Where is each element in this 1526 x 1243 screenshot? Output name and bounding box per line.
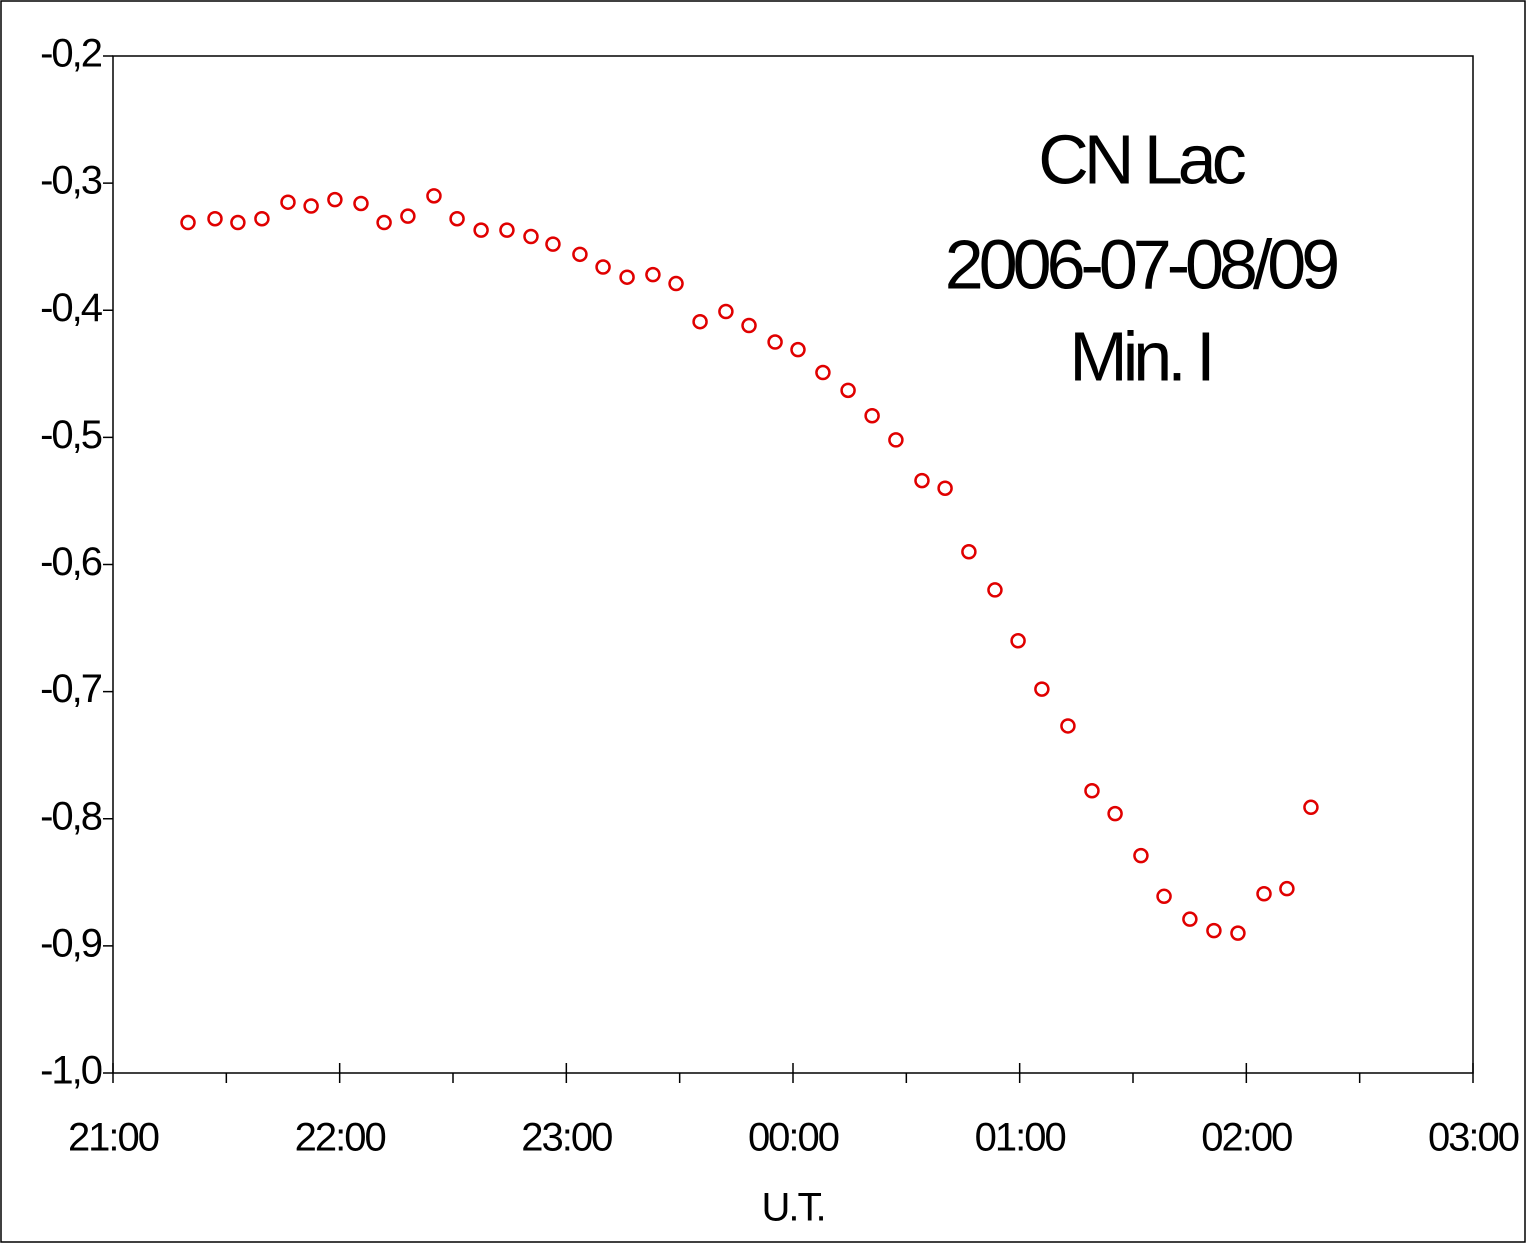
y-tick-label: -0,5 bbox=[40, 413, 102, 457]
data-point bbox=[1084, 783, 1100, 799]
data-point bbox=[767, 334, 783, 350]
data-point bbox=[180, 214, 196, 231]
x-tick-label: 02:00 bbox=[1201, 1116, 1292, 1160]
y-tick-label: -0,4 bbox=[40, 286, 103, 330]
y-tick-label: -0,6 bbox=[40, 540, 102, 584]
data-point bbox=[376, 214, 392, 231]
data-point bbox=[1182, 911, 1198, 927]
data-point bbox=[692, 313, 708, 330]
y-tick-label: -0,3 bbox=[40, 159, 102, 203]
data-point bbox=[619, 269, 635, 285]
data-point bbox=[1133, 847, 1149, 864]
data-point bbox=[1303, 799, 1319, 816]
data-point bbox=[499, 222, 515, 238]
data-point bbox=[303, 198, 319, 214]
x-tick-label: 00:00 bbox=[748, 1116, 839, 1160]
x-axis-label: U.T. bbox=[761, 1186, 824, 1230]
data-point bbox=[426, 188, 442, 204]
x-tick-label: 01:00 bbox=[975, 1116, 1066, 1160]
data-point bbox=[1107, 805, 1123, 822]
data-point bbox=[1279, 880, 1295, 897]
data-point bbox=[741, 317, 757, 334]
data-point bbox=[1156, 888, 1172, 905]
x-tick-label: 23:00 bbox=[521, 1116, 612, 1160]
chart-title: CN Lac bbox=[1038, 120, 1245, 198]
data-point bbox=[840, 382, 856, 399]
chart-title: Min. I bbox=[1069, 317, 1210, 395]
data-point bbox=[595, 259, 611, 275]
data-point bbox=[1010, 633, 1026, 649]
data-point bbox=[888, 432, 904, 448]
x-tick-label: 22:00 bbox=[295, 1116, 386, 1160]
data-point bbox=[400, 208, 416, 224]
data-point bbox=[1060, 718, 1076, 734]
y-tick-label: -0,7 bbox=[40, 667, 102, 711]
data-point bbox=[280, 194, 296, 210]
data-point bbox=[207, 210, 223, 227]
data-point bbox=[572, 246, 588, 263]
data-point bbox=[545, 236, 561, 252]
data-point bbox=[523, 228, 539, 245]
x-tick-label: 21:00 bbox=[68, 1116, 159, 1160]
data-point bbox=[790, 341, 806, 358]
data-point bbox=[230, 214, 246, 231]
data-point bbox=[961, 544, 977, 560]
data-point bbox=[1034, 681, 1050, 697]
data-point bbox=[1256, 886, 1272, 902]
y-tick-label: -0,9 bbox=[40, 921, 102, 965]
x-tick-label: 03:00 bbox=[1428, 1116, 1519, 1160]
data-point bbox=[1230, 925, 1246, 941]
data-point bbox=[353, 195, 369, 212]
data-point bbox=[449, 210, 465, 227]
y-tick-label: -0,8 bbox=[40, 794, 102, 838]
data-point bbox=[914, 472, 930, 489]
data-point bbox=[937, 480, 953, 496]
data-point bbox=[645, 266, 661, 283]
y-tick-label: -0,2 bbox=[40, 32, 102, 76]
data-point bbox=[327, 191, 343, 208]
data-point bbox=[864, 408, 880, 424]
data-point bbox=[987, 582, 1003, 598]
data-point bbox=[254, 210, 270, 227]
data-point bbox=[718, 303, 734, 320]
data-point bbox=[668, 275, 684, 292]
chart-title: 2006-07-08/09 bbox=[945, 225, 1337, 303]
y-tick-label: -1,0 bbox=[40, 1049, 102, 1093]
data-point bbox=[815, 364, 831, 381]
data-point bbox=[1206, 922, 1222, 939]
data-point bbox=[473, 222, 489, 238]
